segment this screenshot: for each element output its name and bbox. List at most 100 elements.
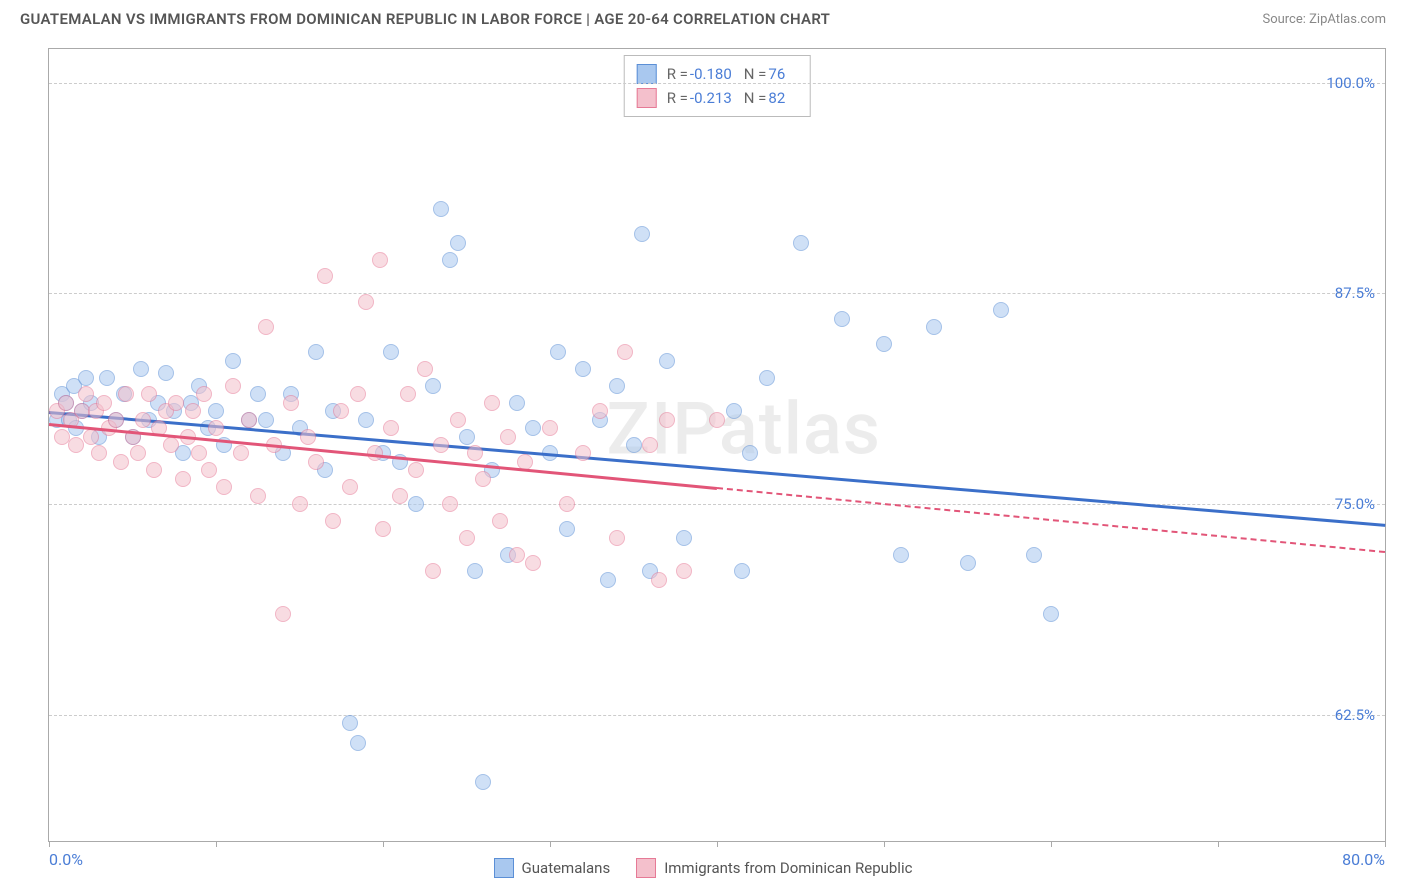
data-point [525,420,541,436]
data-point [726,403,742,419]
data-point [467,445,483,461]
data-point [258,412,274,428]
data-point [250,488,266,504]
legend-swatch [636,858,656,878]
data-point [509,395,525,411]
data-point [225,353,241,369]
data-point [400,386,416,402]
data-point [542,420,558,436]
x-tick [550,841,551,847]
x-tick [216,841,217,847]
y-tick-label: 100.0% [1326,74,1375,92]
data-point [68,437,84,453]
data-point [609,378,625,394]
y-tick-label: 87.5% [1335,284,1375,302]
stat-label: N = [744,89,767,107]
data-point [96,395,112,411]
chart-source: Source: ZipAtlas.com [1262,12,1386,27]
data-point [575,445,591,461]
data-point [185,403,201,419]
data-point [292,496,308,512]
data-point [383,420,399,436]
stats-row: R =-0.213N =82 [637,86,798,110]
x-tick [49,841,50,847]
stat-n-value: 82 [768,89,785,107]
data-point [492,513,508,529]
data-point [417,361,433,377]
data-point [99,370,115,386]
gridline [49,715,1385,716]
correlation-stats-box: R =-0.180N =76R =-0.213N =82 [624,55,811,117]
data-point [383,344,399,360]
data-point [592,403,608,419]
data-point [208,403,224,419]
x-tick [1385,841,1386,847]
gridline [49,83,1385,84]
data-point [308,454,324,470]
data-point [146,462,162,478]
data-point [642,437,658,453]
data-point [408,462,424,478]
data-point [350,735,366,751]
data-point [793,235,809,251]
data-point [216,479,232,495]
data-point [342,715,358,731]
data-point [78,370,94,386]
stat-r-value: -0.213 [690,89,732,107]
data-point [433,201,449,217]
data-point [83,429,99,445]
data-point [651,572,667,588]
data-point [196,386,212,402]
data-point [233,445,249,461]
data-point [876,336,892,352]
data-point [333,403,349,419]
data-point [113,454,129,470]
data-point [118,386,134,402]
data-point [734,563,750,579]
x-tick [717,841,718,847]
data-point [372,252,388,268]
data-point [834,311,850,327]
data-point [475,471,491,487]
data-point [742,445,758,461]
chart-plot-area: ZIPatlas R =-0.180N =76R =-0.213N =82 0.… [48,48,1386,842]
data-point [459,530,475,546]
data-point [600,572,616,588]
data-point [617,344,633,360]
data-point [450,235,466,251]
data-point [459,429,475,445]
legend-label: Immigrants from Dominican Republic [664,859,912,877]
data-point [58,395,74,411]
data-point [559,521,575,537]
data-point [676,530,692,546]
data-point [433,437,449,453]
data-point [450,412,466,428]
data-point [275,606,291,622]
data-point [525,555,541,571]
data-point [475,774,491,790]
y-tick-label: 62.5% [1335,706,1375,724]
data-point [442,252,458,268]
data-point [358,412,374,428]
data-point [375,521,391,537]
data-point [91,445,107,461]
data-point [135,412,151,428]
data-point [609,530,625,546]
legend-swatch [637,88,657,108]
y-tick-label: 75.0% [1335,495,1375,513]
x-tick [1218,841,1219,847]
stat-r-value: -0.180 [690,65,732,83]
data-point [358,294,374,310]
data-point [350,386,366,402]
data-point [626,437,642,453]
data-point [250,386,266,402]
data-point [634,226,650,242]
x-tick [1051,841,1052,847]
data-point [659,412,675,428]
data-point [308,344,324,360]
data-point [241,412,257,428]
data-point [175,471,191,487]
data-point [676,563,692,579]
data-point [408,496,424,512]
data-point [168,395,184,411]
